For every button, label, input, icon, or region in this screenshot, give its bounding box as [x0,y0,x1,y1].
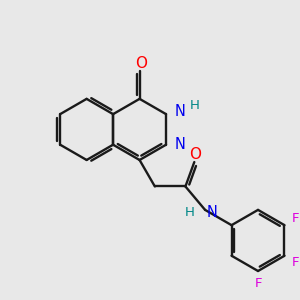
Text: F: F [292,212,299,225]
Text: N: N [174,104,185,119]
Text: N: N [207,205,218,220]
Text: N: N [174,137,185,152]
Text: F: F [254,278,262,290]
Text: O: O [135,56,147,70]
Text: H: H [190,99,200,112]
Text: F: F [292,256,299,269]
Text: O: O [190,147,202,162]
Text: H: H [184,206,194,219]
